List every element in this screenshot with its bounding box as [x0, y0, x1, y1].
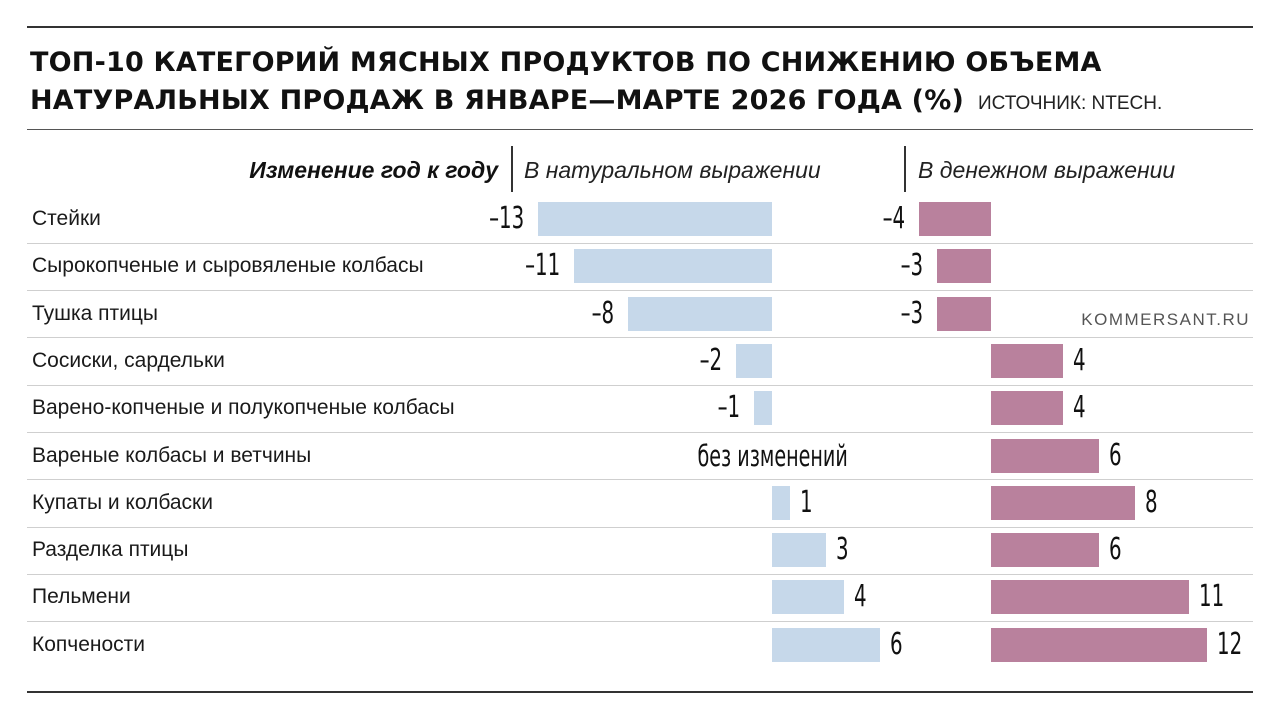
chart-title-line-1: ТОП-10 КАТЕГОРИЙ МЯСНЫХ ПРОДУКТОВ ПО СНИ… — [30, 47, 1102, 78]
header-separator-monetary — [904, 146, 906, 192]
value-label-natural: 6 — [890, 626, 903, 662]
row-separator — [27, 432, 1253, 433]
row-separator — [27, 337, 1253, 339]
header-separator-natural — [511, 146, 513, 192]
change-header-label: Изменение год к году — [249, 157, 498, 183]
value-label-monetary: 4 — [1073, 390, 1086, 426]
bar-monetary — [991, 627, 1207, 662]
value-label-monetary: 11 — [1199, 579, 1225, 615]
row-separator — [27, 526, 1253, 528]
value-label-monetary: 6 — [1109, 437, 1122, 473]
category-label: Пельмени — [32, 585, 131, 609]
category-label: Разделка птицы — [32, 538, 189, 562]
chart-title-line-2: НАТУРАЛЬНЫХ ПРОДАЖ В ЯНВАРЕ—МАРТЕ 2026 Г… — [30, 82, 1250, 123]
source-note: ИСТОЧНИК: NTECH. — [978, 93, 1163, 114]
row-separator — [27, 621, 1253, 623]
category-label: Вареные колбасы и ветчины — [32, 443, 312, 467]
bar-natural — [772, 580, 844, 615]
value-label-monetary: –3 — [900, 295, 923, 331]
category-label: Сырокопченые и сыровяленые колбасы — [32, 254, 424, 278]
bar-monetary — [991, 391, 1063, 426]
bar-natural — [772, 533, 826, 568]
category-label: Копчености — [32, 632, 146, 656]
value-label-monetary: –4 — [882, 201, 905, 236]
chart-title: ТОП-10 КАТЕГОРИЙ МЯСНЫХ ПРОДУКТОВ ПО СНИ… — [30, 44, 1250, 123]
value-label-monetary: 12 — [1217, 626, 1243, 662]
category-label: Сосиски, сардельки — [32, 348, 225, 372]
chart-title-line-2-text: НАТУРАЛЬНЫХ ПРОДАЖ В ЯНВАРЕ—МАРТЕ 2026 Г… — [30, 85, 965, 116]
bar-monetary — [991, 485, 1135, 520]
header-rule — [27, 129, 1253, 130]
bar-monetary — [991, 580, 1189, 615]
bar-natural — [772, 485, 790, 520]
value-label-monetary: 4 — [1073, 342, 1086, 378]
bar-natural — [736, 343, 772, 378]
bar-natural — [538, 202, 772, 236]
bar-natural — [754, 391, 772, 426]
bar-natural — [628, 296, 772, 331]
bar-monetary — [937, 296, 991, 331]
bar-monetary — [937, 249, 991, 284]
category-label: Стейки — [32, 207, 101, 230]
category-label: Варено-копченые и полукопченые колбасы — [32, 396, 455, 420]
row-separator — [27, 290, 1253, 292]
series-header-natural: В натуральном выражении — [524, 157, 821, 183]
series-header-monetary: В денежном выражении — [918, 157, 1176, 183]
value-label-natural: –1 — [717, 390, 740, 426]
value-label-natural: –11 — [524, 248, 560, 284]
value-label-natural: 3 — [836, 532, 849, 568]
category-label: Купаты и колбаски — [32, 490, 213, 514]
bar-monetary — [991, 533, 1099, 568]
category-label: Тушка птицы — [32, 301, 158, 325]
row-separator — [27, 384, 1253, 386]
bar-monetary — [991, 438, 1099, 473]
bar-monetary — [991, 343, 1063, 378]
bar-monetary — [919, 202, 991, 236]
value-label-natural: 4 — [854, 579, 867, 615]
bottom-rule — [27, 691, 1253, 693]
value-label-natural: –8 — [591, 295, 614, 331]
bar-natural — [574, 249, 772, 284]
value-label-monetary: 8 — [1145, 484, 1158, 520]
value-label-natural: –13 — [488, 201, 524, 236]
watermark: KOMMERSANT.RU — [1081, 310, 1250, 329]
value-label-monetary: –3 — [900, 248, 923, 284]
row-separator — [27, 573, 1253, 575]
bar-natural — [772, 627, 880, 662]
top-rule — [27, 26, 1253, 28]
value-label-natural: 1 — [800, 484, 813, 520]
value-label-natural: –2 — [699, 342, 722, 378]
value-label-monetary: 6 — [1109, 532, 1122, 568]
no-change-label: без изменений — [697, 438, 848, 473]
row-separator — [27, 242, 1253, 244]
row-separator — [27, 479, 1253, 481]
